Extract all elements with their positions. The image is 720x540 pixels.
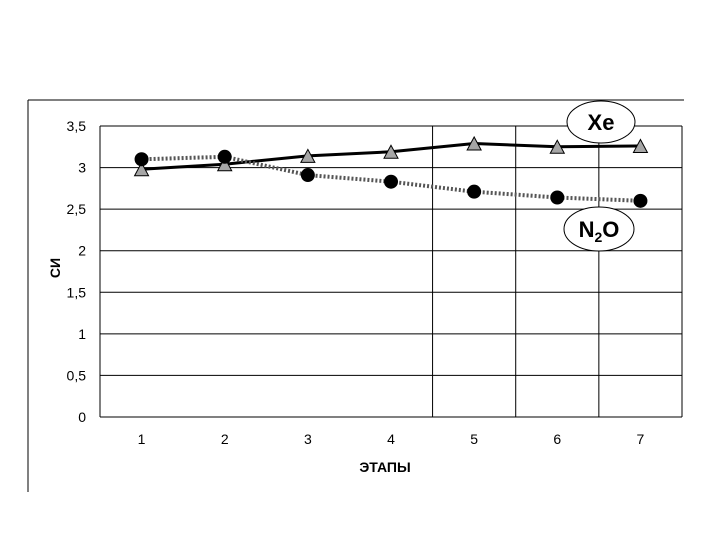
x-tick-label: 2: [221, 431, 229, 447]
y-axis-label: СИ: [47, 258, 63, 278]
triangle-marker: [216, 156, 233, 172]
circle-marker: [550, 190, 565, 205]
y-tick-label: 2,5: [67, 201, 87, 217]
circle-marker: [217, 149, 232, 164]
y-tick-label: 1: [78, 326, 86, 342]
y-tick-label: 3,5: [67, 118, 87, 134]
circle-marker: [467, 184, 482, 199]
series-markers: [133, 135, 649, 208]
x-tick-label: 7: [637, 431, 645, 447]
y-tick-label: 2: [78, 243, 86, 259]
series-name-label: Xe: [588, 110, 615, 135]
y-tick-label: 0,5: [67, 367, 87, 383]
x-tick-label: 4: [387, 431, 395, 447]
series-callouts: Xe N2O: [563, 100, 636, 252]
x-axis-ticks: 1 2 3 4 5 6 7: [138, 431, 645, 447]
circle-marker: [134, 152, 149, 167]
x-tick-label: 1: [138, 431, 146, 447]
circle-marker: [300, 168, 315, 183]
x-tick-label: 5: [470, 431, 478, 447]
x-tick-label: 3: [304, 431, 312, 447]
circle-marker: [633, 193, 648, 208]
triangle-marker: [549, 139, 566, 154]
gridlines: [100, 125, 682, 418]
vertical-dividers: [99, 126, 683, 417]
triangle-marker: [300, 148, 316, 163]
callout-oval: [566, 100, 636, 144]
y-tick-label: 1,5: [67, 284, 87, 300]
triangle-marker: [632, 138, 649, 153]
triangle-marker: [133, 161, 150, 177]
series-name-label: N2O: [579, 217, 620, 245]
y-tick-label: 3: [78, 160, 86, 176]
x-axis-label: ЭТАПЫ: [359, 459, 410, 475]
x-tick-label: 6: [553, 431, 561, 447]
triangle-marker: [383, 144, 399, 159]
y-axis-ticks: 0 0,5 1 1,5 2 2,5 3 3,5: [67, 118, 87, 425]
callout-oval: [563, 206, 635, 252]
circle-marker: [384, 174, 398, 189]
y-tick-label: 0: [78, 409, 86, 425]
triangle-marker: [466, 135, 482, 151]
